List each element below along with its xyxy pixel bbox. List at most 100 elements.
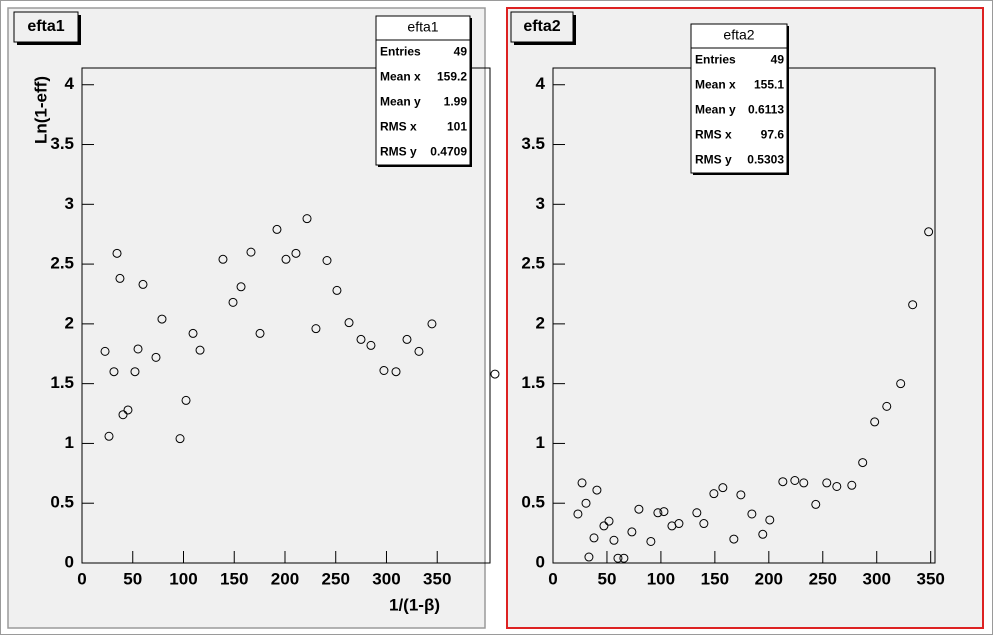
marker bbox=[924, 227, 934, 237]
x-tick-label: 50 bbox=[123, 569, 142, 588]
marker bbox=[896, 379, 906, 389]
marker bbox=[218, 254, 228, 264]
marker bbox=[322, 256, 332, 265]
stats-label: RMS x bbox=[695, 128, 732, 142]
marker bbox=[577, 478, 587, 488]
marker bbox=[604, 516, 614, 526]
marker bbox=[356, 334, 366, 344]
marker bbox=[175, 434, 185, 444]
marker bbox=[272, 224, 282, 234]
marker bbox=[157, 314, 167, 324]
stats-label: Mean y bbox=[380, 95, 421, 109]
marker bbox=[414, 346, 424, 356]
x-tick-label: 350 bbox=[423, 569, 451, 588]
y-tick-label: 0 bbox=[536, 552, 545, 571]
marker bbox=[104, 431, 114, 441]
marker bbox=[599, 521, 609, 531]
marker bbox=[344, 318, 354, 328]
stats-label: RMS x bbox=[380, 120, 417, 134]
stats-value: 159.2 bbox=[437, 70, 467, 84]
stats-value: 155.1 bbox=[754, 78, 784, 92]
marker bbox=[832, 481, 842, 491]
y-axis-title: Ln(1-eff) bbox=[31, 76, 50, 144]
marker bbox=[181, 395, 191, 405]
stats-value: 0.4709 bbox=[430, 145, 467, 159]
y-tick-label: 1.5 bbox=[521, 373, 545, 392]
marker bbox=[799, 478, 809, 488]
marker bbox=[311, 324, 321, 334]
marker bbox=[584, 552, 594, 562]
y-tick-label: 3 bbox=[65, 194, 74, 213]
marker bbox=[255, 328, 265, 338]
y-tick-label: 4 bbox=[65, 74, 75, 93]
marker bbox=[627, 527, 637, 537]
title-box bbox=[510, 11, 574, 43]
marker bbox=[366, 340, 376, 350]
y-tick-label: 3 bbox=[536, 194, 545, 213]
y-tick-label: 0.5 bbox=[50, 493, 74, 512]
marker bbox=[391, 367, 401, 377]
marker bbox=[138, 279, 148, 289]
marker bbox=[778, 477, 788, 487]
y-tick-label: 1.5 bbox=[50, 373, 74, 392]
x-tick-label: 200 bbox=[755, 569, 783, 588]
title-box bbox=[13, 11, 79, 43]
marker bbox=[847, 480, 857, 490]
x-axis-title: 1/(1-β) bbox=[389, 595, 440, 614]
marker bbox=[646, 536, 656, 546]
title: efta1 bbox=[27, 18, 64, 35]
marker bbox=[736, 490, 746, 500]
y-tick-label: 3.5 bbox=[521, 134, 545, 153]
marker bbox=[619, 553, 629, 563]
marker bbox=[634, 504, 644, 514]
marker bbox=[332, 285, 342, 295]
marker bbox=[573, 509, 583, 519]
x-tick-label: 100 bbox=[647, 569, 675, 588]
marker bbox=[765, 515, 775, 525]
marker bbox=[195, 345, 205, 355]
marker bbox=[291, 248, 301, 258]
stats-label: Entries bbox=[695, 53, 736, 67]
y-tick-label: 3.5 bbox=[50, 134, 74, 153]
y-tick-label: 0.5 bbox=[521, 493, 545, 512]
marker bbox=[151, 352, 161, 362]
marker bbox=[790, 476, 800, 485]
title: efta2 bbox=[523, 18, 560, 35]
stats-value: 97.6 bbox=[761, 128, 785, 142]
marker bbox=[613, 553, 623, 563]
marker bbox=[858, 458, 868, 468]
marker bbox=[133, 344, 143, 354]
marker bbox=[758, 529, 768, 539]
x-tick-label: 250 bbox=[322, 569, 350, 588]
marker bbox=[246, 247, 256, 257]
marker bbox=[811, 499, 821, 509]
x-tick-label: 150 bbox=[220, 569, 248, 588]
stats-label: RMS y bbox=[380, 145, 417, 159]
marker bbox=[747, 509, 757, 519]
marker bbox=[659, 507, 669, 517]
marker bbox=[692, 508, 702, 518]
x-tick-label: 0 bbox=[548, 569, 557, 588]
marker bbox=[112, 248, 122, 258]
x-tick-label: 300 bbox=[372, 569, 400, 588]
marker bbox=[379, 366, 389, 375]
marker bbox=[402, 334, 412, 344]
stats-label: Mean x bbox=[695, 78, 736, 92]
x-tick-label: 350 bbox=[916, 569, 944, 588]
x-tick-label: 0 bbox=[77, 569, 86, 588]
stats-value: 101 bbox=[447, 120, 467, 134]
stats-label: Entries bbox=[380, 45, 421, 59]
y-tick-label: 1 bbox=[536, 433, 545, 452]
x-tick-label: 250 bbox=[809, 569, 837, 588]
y-tick-label: 2.5 bbox=[50, 254, 74, 273]
stats-value: 49 bbox=[454, 45, 468, 59]
stats-title: efta2 bbox=[723, 27, 754, 43]
marker bbox=[427, 319, 437, 329]
marker bbox=[653, 508, 663, 518]
stats-label: RMS y bbox=[695, 153, 732, 167]
marker bbox=[592, 485, 602, 495]
marker bbox=[581, 498, 591, 508]
marker bbox=[870, 417, 880, 427]
marker bbox=[589, 533, 599, 543]
marker bbox=[709, 489, 719, 499]
